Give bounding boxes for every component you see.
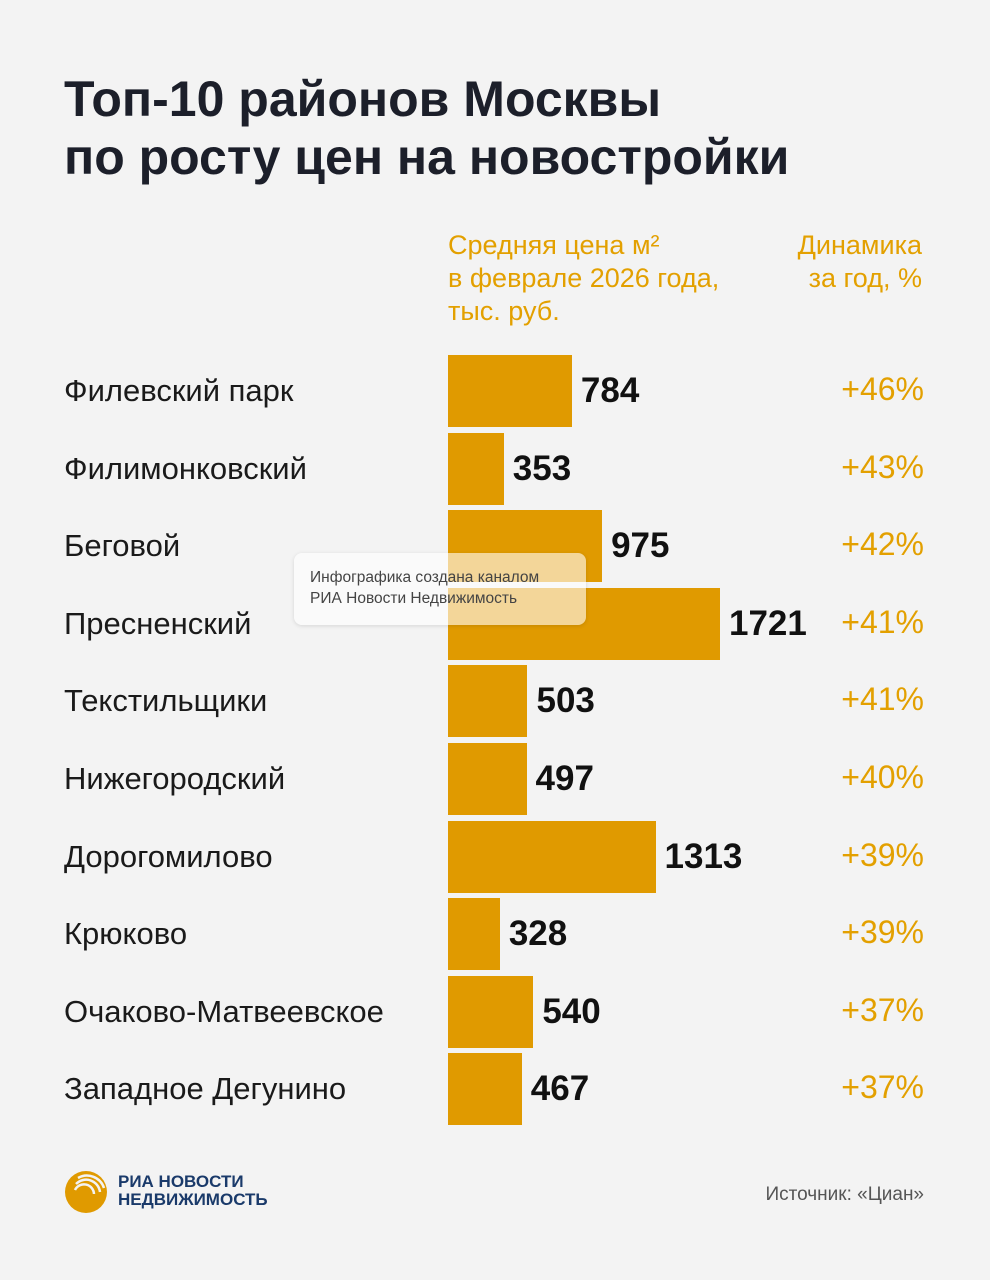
category-label: Беговой bbox=[64, 528, 181, 564]
value-label: 353 bbox=[512, 448, 572, 488]
change-label: +37% bbox=[841, 1069, 924, 1106]
chart-row: Дорогомилово 1313 +39% bbox=[0, 820, 990, 893]
value-label: 497 bbox=[535, 759, 594, 798]
category-label: Западное Дегунино bbox=[64, 1071, 347, 1107]
ria-logo-icon bbox=[65, 1171, 107, 1213]
logo-line: РИА НОВОСТИ bbox=[118, 1172, 244, 1191]
value-label: 975 bbox=[611, 526, 670, 566]
change-label: +42% bbox=[841, 526, 924, 563]
header-line: Средняя цена м² bbox=[448, 230, 660, 260]
bar bbox=[448, 975, 534, 1048]
change-label: +39% bbox=[841, 836, 924, 873]
change-label: +39% bbox=[841, 914, 924, 951]
price-column-header: Средняя цена м² в феврале 2026 года, тыс… bbox=[448, 229, 768, 328]
value-label: 784 bbox=[580, 371, 640, 410]
category-label: Крюково bbox=[64, 916, 188, 952]
watermark-overlay: Инфографика создана каналом РИА Новости … bbox=[294, 553, 586, 625]
header-line: в феврале 2026 года, bbox=[448, 263, 720, 293]
logo-line: НЕДВИЖИМОСТЬ bbox=[118, 1190, 268, 1209]
category-label: Филевский парк bbox=[64, 373, 294, 408]
category-label: Филимонковский bbox=[64, 450, 307, 486]
value-label: 467 bbox=[530, 1069, 590, 1109]
header-line: тыс. руб. bbox=[448, 296, 560, 326]
change-label: +43% bbox=[841, 448, 924, 485]
change-label: +37% bbox=[841, 991, 924, 1028]
change-label: +46% bbox=[841, 371, 924, 407]
chart-row: Очаково-Матвеевское 540 +37% bbox=[0, 975, 990, 1048]
header-line: за год, % bbox=[808, 263, 922, 293]
title-line: по росту цен на новостройки bbox=[64, 129, 790, 185]
bar bbox=[448, 1053, 522, 1126]
chart-row: Крюково 328 +39% bbox=[0, 898, 990, 971]
category-label: Пресненский bbox=[64, 605, 252, 641]
header-line: Динамика bbox=[797, 230, 922, 260]
chart-row: Текстильщики 503 +41% bbox=[0, 665, 990, 738]
bar bbox=[448, 665, 528, 738]
value-label: 328 bbox=[508, 914, 568, 954]
chart-title: Топ-10 районов Москвы по росту цен на но… bbox=[64, 70, 789, 186]
change-column-header: Динамика за год, % bbox=[798, 229, 922, 295]
category-label: Нижегородский bbox=[64, 761, 286, 796]
change-label: +41% bbox=[841, 681, 924, 718]
overlay-line: Инфографика создана каналом bbox=[310, 569, 540, 586]
chart-row: Филевский парк 784 +46% bbox=[0, 355, 990, 427]
value-label: 503 bbox=[536, 681, 595, 721]
bar bbox=[448, 355, 572, 427]
chart-row: Нижегородский 497 +40% bbox=[0, 743, 990, 815]
value-label: 540 bbox=[542, 991, 601, 1031]
category-label: Текстильщики bbox=[64, 683, 268, 719]
source-note: Источник: «Циан» bbox=[765, 1184, 924, 1205]
category-label: Очаково-Матвеевское bbox=[64, 993, 384, 1029]
overlay-line: РИА Новости Недвижимость bbox=[310, 590, 518, 607]
bar bbox=[448, 898, 500, 971]
logo-text: РИА НОВОСТИ НЕДВИЖИМОСТЬ bbox=[118, 1173, 268, 1209]
chart-row: Западное Дегунино 467 +37% bbox=[0, 1053, 990, 1126]
title-line: Топ-10 районов Москвы bbox=[64, 71, 662, 127]
bar bbox=[448, 743, 527, 815]
value-label: 1721 bbox=[729, 603, 807, 643]
chart-row: Филимонковский 353 +43% bbox=[0, 432, 990, 505]
bar bbox=[448, 432, 504, 505]
value-label: 1313 bbox=[664, 836, 743, 876]
category-label: Дорогомилово bbox=[64, 838, 273, 874]
bar bbox=[448, 820, 656, 893]
change-label: +40% bbox=[841, 759, 924, 795]
change-label: +41% bbox=[841, 603, 924, 640]
